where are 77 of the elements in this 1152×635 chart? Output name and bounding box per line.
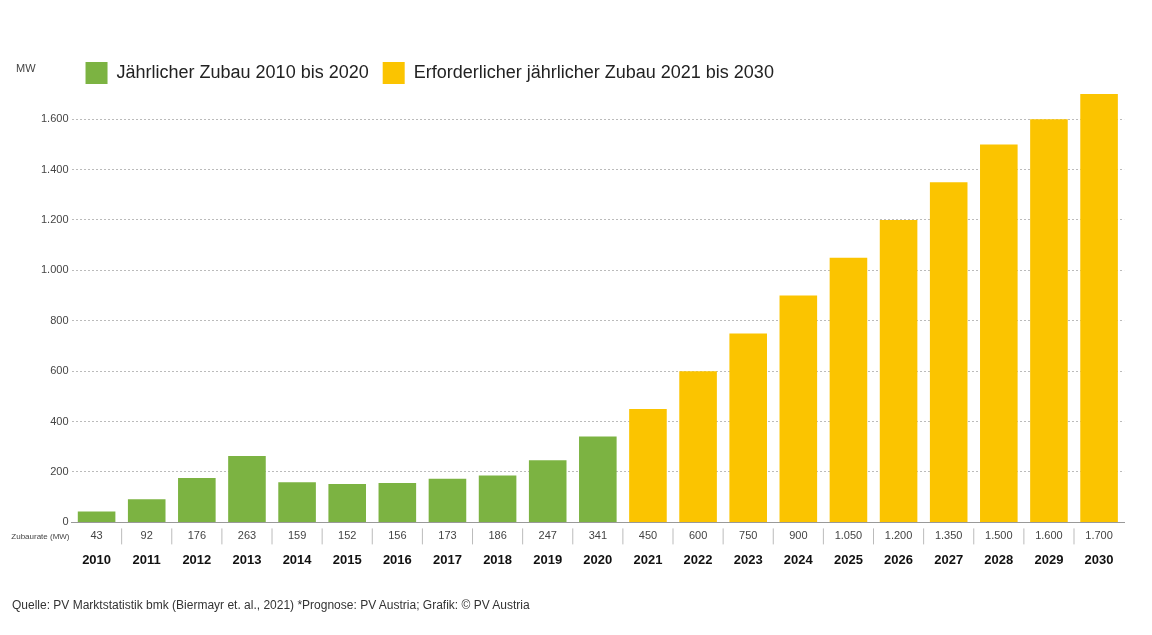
data-label: 1.050 (834, 529, 863, 542)
x-tick-label: 2027 (934, 551, 964, 567)
y-tick-label: 200 (50, 465, 69, 478)
bar (679, 371, 717, 522)
data-label: 176 (187, 529, 207, 542)
bar (579, 436, 617, 522)
bar (729, 333, 767, 522)
data-label: 900 (789, 529, 808, 542)
x-tick-label: 2028 (984, 551, 1014, 567)
source-note: Quelle: PV Marktstatistik bmk (Biermayr et. al., 2021) *Prognose: PV Austria; Grafik: © PV Austria (11, 598, 531, 612)
bar (127, 499, 166, 522)
y-tick-label: 1.600 (41, 112, 69, 125)
bar (829, 257, 868, 522)
data-label: 1.700 (1085, 529, 1113, 542)
x-tick-label: 2022 (683, 551, 713, 567)
y-tick-label: 1.400 (41, 162, 69, 175)
data-label: 450 (638, 529, 658, 542)
y-tick-label: 400 (50, 414, 69, 427)
y-tick-label: 1.200 (41, 213, 69, 226)
x-tick-label: 2019 (533, 551, 563, 567)
x-tick-label: 2020 (583, 551, 613, 567)
bar (779, 295, 818, 522)
bar (629, 409, 667, 522)
bar (328, 484, 367, 522)
bar (77, 511, 116, 522)
bar (1080, 94, 1118, 522)
bar (478, 475, 517, 522)
data-label: 263 (237, 529, 257, 542)
y-tick-label: 600 (50, 364, 69, 377)
bar (879, 220, 918, 522)
x-tick-label: 2010 (82, 551, 112, 567)
y-tick-label: 0 (62, 515, 69, 528)
bar (428, 478, 467, 522)
x-tick-label: 2024 (783, 551, 814, 567)
data-label: 1.500 (985, 529, 1013, 542)
data-label: 152 (338, 529, 357, 542)
x-tick-label: 2026 (884, 551, 914, 567)
bar (378, 483, 417, 522)
x-tick-label: 2012 (182, 551, 212, 567)
data-label: 1.600 (1035, 529, 1063, 542)
x-tick-label: 2015 (332, 551, 362, 567)
x-tick-label: 2013 (232, 551, 262, 567)
bar (1030, 119, 1068, 522)
y-tick-label: 1.000 (41, 263, 69, 276)
x-tick-label: 2030 (1084, 551, 1114, 567)
data-label: 173 (438, 529, 457, 542)
bar (929, 182, 968, 522)
data-label: 750 (739, 529, 758, 542)
x-tick-label: 2011 (132, 551, 161, 567)
bar (278, 482, 316, 522)
x-tick-label: 2018 (483, 551, 513, 567)
x-tick-label: 2016 (382, 551, 412, 567)
data-label: 341 (588, 529, 608, 542)
data-label: 43 (90, 529, 103, 542)
x-tick-label: 2017 (433, 551, 462, 567)
bar (178, 478, 216, 522)
text: Zubaurate (MW) (11, 531, 70, 541)
bar (980, 144, 1018, 522)
bar (228, 456, 266, 522)
data-label: 159 (287, 529, 307, 542)
x-tick-label: 2025 (833, 551, 863, 567)
legend-label: Erforderlicher jährlicher Zubau 2021 bis 2030 (413, 61, 774, 82)
bar (528, 460, 567, 522)
x-tick-label: 2023 (733, 551, 763, 567)
data-label: 600 (688, 529, 708, 542)
x-tick-label: 2029 (1034, 551, 1064, 567)
x-tick-label: 2021 (633, 551, 663, 567)
x-tick-label: 2014 (282, 551, 313, 567)
data-label: 1.200 (884, 529, 913, 542)
data-label: 156 (388, 529, 407, 542)
data-label: 186 (488, 529, 507, 542)
data-label: 247 (538, 529, 557, 542)
y-tick-label: 800 (50, 313, 69, 326)
y-axis-title: MW (16, 62, 37, 75)
data-label: 1.350 (934, 529, 963, 542)
data-label: 92 (140, 529, 153, 542)
legend-label: Jährlicher Zubau 2010 bis 2020 (116, 61, 369, 82)
